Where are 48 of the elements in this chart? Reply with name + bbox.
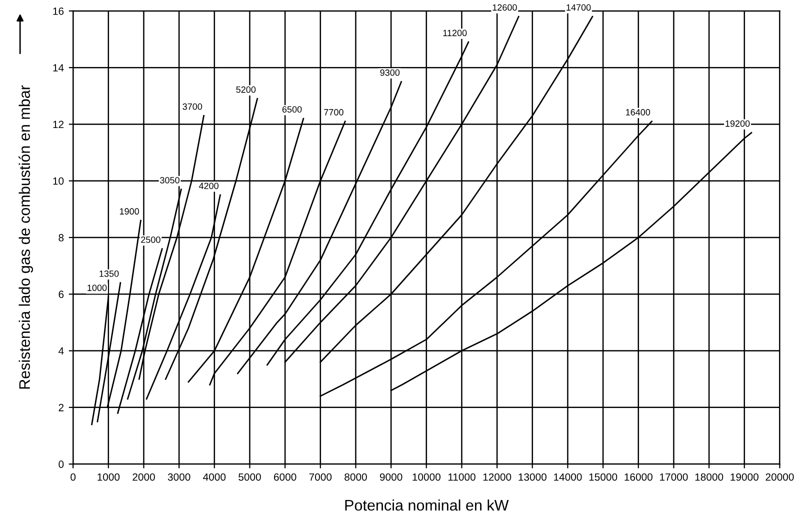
y-tick-label: 14 [53, 64, 64, 72]
series-label: 3700 [182, 103, 202, 110]
series-label: 16400 [626, 109, 650, 116]
x-tick-label: 9000 [380, 473, 402, 481]
series-label: 5200 [236, 86, 256, 93]
series-label: 11200 [443, 30, 467, 36]
y-tick-label: 12 [53, 120, 64, 128]
y-tick-label: 6 [58, 290, 64, 298]
x-tick-label: 8000 [344, 473, 367, 481]
x-tick-label: 3000 [168, 473, 190, 481]
y-tick-label: 8 [58, 234, 64, 242]
y-tick-label: 4 [58, 347, 64, 355]
x-tick-label: 7000 [309, 473, 332, 481]
x-tick-label: 0 [70, 473, 76, 481]
y-tick-label: 2 [58, 404, 64, 412]
x-tick-label: 6000 [274, 473, 296, 481]
x-tick-label: 19000 [730, 473, 758, 481]
x-tick-label: 16000 [624, 473, 652, 481]
series-label: 6500 [282, 106, 302, 113]
x-tick-label: 10000 [412, 473, 440, 481]
series-label: 9300 [380, 69, 400, 76]
y-tick-label: 0 [58, 460, 64, 468]
x-tick-label: 2000 [132, 473, 155, 481]
x-tick-label: 4000 [203, 473, 226, 481]
x-tick-label: 11000 [448, 473, 476, 481]
series-label: 7700 [324, 109, 344, 116]
series-label: 1350 [100, 270, 119, 277]
x-tick-label: 5000 [238, 473, 261, 481]
y-tick-label: 10 [53, 177, 64, 185]
y-axis-title: Resistencia lado gas de combustión en mbar [18, 85, 34, 389]
x-axis-title: Potencia nominal en kW [345, 499, 509, 511]
x-tick-label: 18000 [695, 473, 724, 481]
x-tick-label: 1000 [98, 473, 120, 481]
series-label: 4200 [198, 182, 218, 190]
x-tick-label: 14000 [554, 473, 582, 481]
series-label: 12600 [492, 4, 517, 11]
x-tick-label: 17000 [660, 473, 688, 481]
series-label: 1000 [88, 284, 107, 292]
x-tick-label: 15000 [589, 473, 618, 481]
x-tick-label: 20000 [766, 473, 794, 481]
series-label: 3050 [160, 177, 180, 184]
series-label: 19200 [726, 120, 750, 127]
y-tick-label: 16 [53, 7, 64, 15]
x-tick-label: 12000 [483, 473, 512, 481]
series-label: 1900 [120, 208, 139, 215]
series-label: 2500 [141, 236, 160, 243]
x-tick-label: 13000 [518, 473, 546, 481]
series-label: 14700 [566, 4, 591, 11]
